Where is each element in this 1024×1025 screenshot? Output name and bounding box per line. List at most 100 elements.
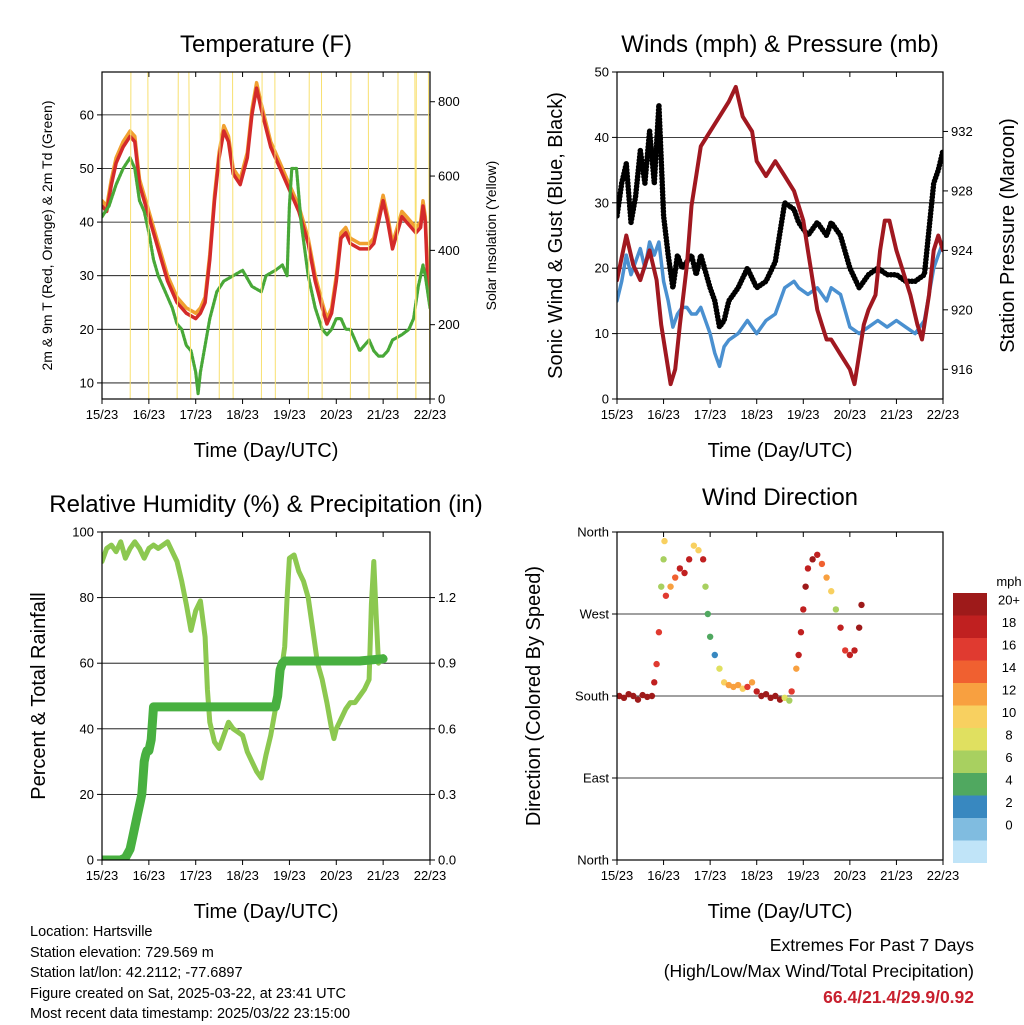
x-tick-label: 19/23 [273, 407, 306, 422]
y-tick-label: 80 [80, 590, 94, 605]
direction-point [676, 565, 684, 572]
legend-swatch [953, 728, 987, 751]
panel-title: Wind Direction [702, 484, 858, 511]
plot-marks [617, 537, 865, 704]
x-tick-label: 17/23 [694, 407, 727, 422]
legend-label: 0 [1005, 818, 1012, 833]
series-line-2 [617, 240, 943, 369]
x-tick-label: 21/23 [880, 868, 913, 883]
y-tick-label: 0 [87, 853, 94, 868]
y-right-tick-label: 928 [951, 183, 973, 198]
direction-point [630, 692, 637, 700]
x-tick-label: 20/23 [834, 868, 867, 883]
station-info: Location: Hartsville Station elevation: … [30, 922, 350, 1025]
x-tick-label: 21/23 [880, 407, 913, 422]
direction-point [695, 547, 702, 554]
y-tick-label: 40 [595, 130, 609, 145]
direction-point [748, 679, 756, 686]
y-right-tick-label: 920 [951, 302, 973, 317]
y-tick-label: 10 [80, 375, 94, 390]
y-right-tick-label: 0.6 [438, 721, 456, 736]
legend-swatch [953, 615, 987, 638]
legend-label: 12 [1002, 683, 1016, 698]
legend-swatch [953, 773, 987, 796]
direction-point [716, 665, 723, 672]
y-right-tick-label: 0.0 [438, 853, 456, 868]
direction-point [846, 651, 854, 659]
y-tick-label: 0 [602, 392, 609, 407]
direction-point [858, 601, 865, 609]
direction-point [744, 683, 751, 691]
direction-point [711, 651, 718, 659]
panel-title: Relative Humidity (%) & Precipitation (i… [49, 491, 482, 518]
y-right-axis-label: Solar Insolation (Yellow) [483, 161, 499, 311]
direction-point [653, 660, 660, 668]
x-tick-label: 15/23 [601, 407, 634, 422]
y-tick-label: 40 [80, 721, 94, 736]
direction-point [802, 583, 809, 590]
direction-point [720, 679, 728, 686]
direction-point [809, 556, 816, 563]
y-right-tick-label: 932 [951, 124, 973, 139]
direction-point [823, 574, 830, 581]
chart-panel-2: Winds (mph) & Pressure (mb) 0 10 20 30 40 50 91… [545, 31, 1019, 462]
y-axis-label: Sonic Wind & Gust (Blue, Black) [545, 92, 567, 379]
y-right-tick-label: 916 [951, 362, 973, 377]
x-tick-label: 16/23 [133, 868, 166, 883]
chart-panel-3: Relative Humidity (%) & Precipitation (i… [28, 491, 483, 923]
x-axis-label: Time (Day/UTC) [708, 440, 853, 462]
direction-point [772, 692, 779, 700]
direction-point [702, 583, 709, 590]
direction-point [661, 537, 668, 545]
y-right-tick-label: 400 [438, 243, 460, 258]
y-tick-label: East [583, 771, 609, 786]
direction-point [786, 697, 793, 704]
x-tick-label: 18/23 [226, 407, 259, 422]
direction-point [699, 556, 707, 563]
direction-point [660, 556, 667, 563]
direction-point [685, 556, 693, 563]
plot-frame [616, 71, 944, 400]
station-latlon: Station lat/lon: 42.2112; -77.6897 [30, 965, 243, 981]
direction-point [855, 624, 863, 631]
y-tick-label: 20 [80, 322, 94, 337]
series-line-4 [129, 72, 430, 399]
direction-point [832, 606, 840, 613]
y-tick-label: 60 [80, 107, 94, 122]
y-right-tick-label: 0.3 [438, 787, 456, 802]
x-tick-label: 19/23 [273, 868, 306, 883]
x-tick-label: 20/23 [320, 407, 353, 422]
legend-swatch [953, 818, 987, 841]
speed-legend: mph 20+ 18 16 14 12 10 8 6 4 2 0 [953, 574, 1022, 863]
station-location: Location: Hartsville [30, 924, 153, 940]
y-tick-label: 50 [80, 161, 94, 176]
x-tick-label: 17/23 [694, 868, 727, 883]
legend-title: mph [996, 574, 1021, 589]
x-tick-label: 19/23 [787, 868, 820, 883]
direction-point [797, 629, 805, 636]
direction-point [828, 588, 835, 595]
direction-point [800, 606, 807, 613]
direction-point [648, 692, 656, 700]
y-tick-label: 40 [80, 215, 94, 230]
figure-created: Figure created on Sat, 2025-03-22, at 23… [30, 985, 346, 1002]
series-line-1 [102, 80, 430, 321]
x-tick-label: 16/23 [647, 407, 680, 422]
x-tick-label: 18/23 [740, 407, 773, 422]
extremes-box: Extremes For Past 7 Days (High/Low/Max W… [664, 932, 974, 1010]
y-right-tick-label: 200 [438, 317, 460, 332]
plot-marks [102, 72, 430, 399]
x-tick-label: 20/23 [834, 407, 867, 422]
legend-swatch [953, 840, 987, 863]
legend-swatch [953, 705, 987, 728]
legend-swatch [953, 683, 987, 706]
y-axis-label: 2m & 9m T (Red, Orange) & 2m Td (Green) [39, 101, 55, 371]
legend-label: 2 [1005, 795, 1012, 810]
x-tick-label: 17/23 [179, 407, 212, 422]
x-tick-label: 19/23 [787, 407, 820, 422]
legend-swatch [953, 593, 987, 616]
direction-point [734, 681, 742, 689]
direction-point [620, 694, 628, 702]
direction-point [658, 583, 665, 590]
direction-point [788, 688, 795, 695]
